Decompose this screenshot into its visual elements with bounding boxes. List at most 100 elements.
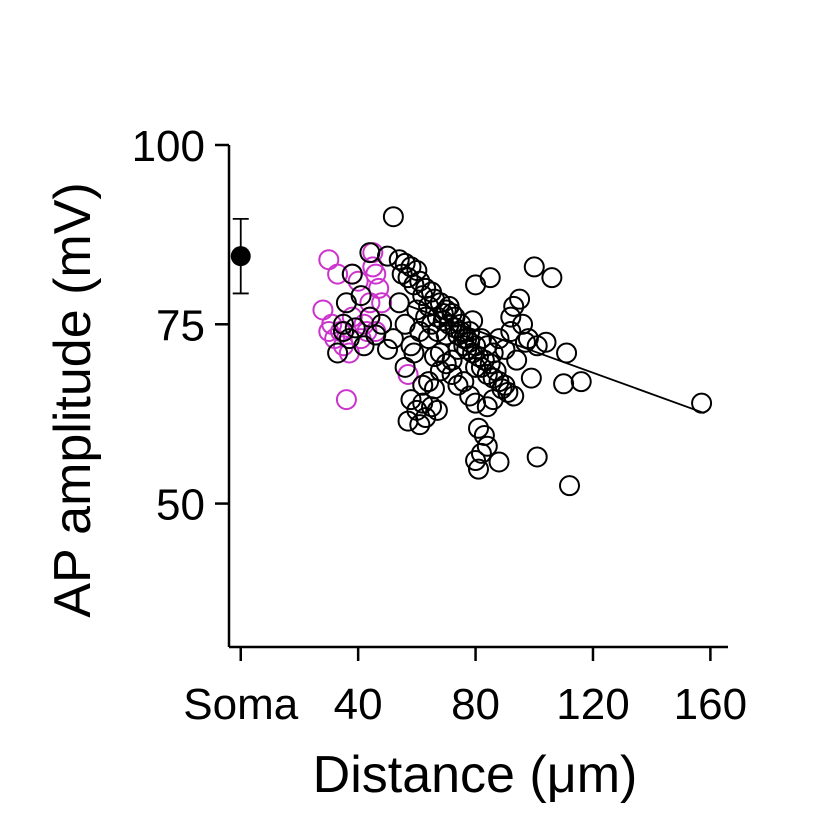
data-point: [388, 249, 410, 271]
data-point: [465, 274, 487, 296]
data-point: [435, 353, 457, 375]
x-tick-label: 160: [674, 680, 747, 729]
y-axis-title: AP amplitude (mV): [44, 182, 102, 617]
data-point: [421, 313, 443, 335]
data-point: [353, 335, 375, 357]
data-point: [409, 270, 431, 292]
data-point: [503, 295, 525, 317]
data-point: [447, 374, 469, 396]
data-point: [476, 363, 498, 385]
data-point: [470, 442, 492, 464]
data-point: [553, 373, 575, 395]
data-point: [535, 331, 557, 353]
y-tick-label: 50: [156, 481, 205, 530]
data-point: [426, 306, 448, 328]
data-point: [394, 356, 416, 378]
data-point: [335, 389, 357, 411]
data-point: [377, 338, 399, 360]
data-point: [506, 349, 528, 371]
y-ticks: 100 75 50: [132, 122, 229, 530]
data-point: [488, 328, 510, 350]
x-tick-label: Soma: [183, 680, 298, 729]
data-point: [332, 313, 354, 335]
y-tick-label: 100: [132, 122, 205, 171]
data-point: [365, 263, 387, 285]
data-point: [441, 349, 463, 371]
data-point: [482, 342, 504, 364]
data-point: [503, 385, 525, 407]
data-point: [432, 303, 454, 325]
data-point: [332, 320, 354, 342]
data-point: [523, 256, 545, 278]
x-axis-title: Distance (μm): [313, 746, 638, 804]
x-tick-label: 80: [451, 680, 500, 729]
data-point: [468, 417, 489, 439]
data-point: [470, 328, 492, 350]
data-point: [388, 292, 410, 314]
data-point: [691, 392, 713, 414]
data-point: [468, 458, 489, 480]
data-point: [482, 389, 504, 411]
data-point: [400, 389, 422, 411]
data-point: [391, 263, 413, 285]
data-point: [321, 313, 343, 335]
data-point: [500, 320, 522, 342]
data-point: [459, 385, 481, 407]
data-point: [470, 356, 492, 378]
data-point: [500, 306, 522, 328]
data-point: [476, 435, 498, 457]
data-point: [488, 451, 510, 473]
data-point: [514, 331, 536, 353]
data-point: [312, 299, 334, 321]
data-point: [479, 267, 501, 289]
x-ticks: Soma 40 80 120 160: [183, 647, 747, 729]
data-point: [520, 367, 542, 389]
data-point: [426, 399, 448, 421]
data-point: [476, 396, 498, 418]
data-point: [435, 324, 457, 346]
data-point: [397, 410, 419, 432]
data-point: [465, 356, 487, 378]
data-point: [526, 446, 548, 468]
data-point: [377, 245, 399, 267]
data-point: [409, 320, 431, 342]
data-point: [450, 313, 472, 335]
data-point: [509, 288, 531, 310]
data-point: [412, 374, 434, 396]
data-point: [465, 450, 487, 472]
soma-mean-point: [230, 246, 251, 267]
data-point: [412, 285, 434, 307]
axes: [227, 145, 728, 649]
data-point: [418, 371, 440, 393]
data-point: [382, 206, 404, 228]
data-point: [494, 338, 516, 360]
data-point: [344, 317, 366, 339]
data-point: [341, 263, 363, 285]
data-point: [394, 252, 416, 274]
data-points: [312, 206, 713, 497]
data-point: [556, 342, 578, 364]
x-tick-label: 120: [556, 680, 629, 729]
data-point: [453, 371, 475, 393]
data-point: [541, 267, 563, 289]
data-point: [327, 263, 349, 285]
data-point: [353, 313, 375, 335]
data-point: [570, 371, 592, 393]
data-point: [526, 335, 548, 357]
y-tick-label: 75: [156, 301, 205, 350]
data-point: [318, 249, 340, 271]
data-point: [558, 475, 580, 497]
data-point: [347, 270, 369, 292]
data-point: [429, 360, 451, 382]
data-point: [371, 313, 393, 335]
data-point: [382, 328, 404, 350]
data-point: [438, 295, 460, 317]
data-point: [403, 342, 425, 364]
data-point: [371, 292, 393, 314]
data-point: [397, 267, 419, 289]
data-point: [350, 285, 372, 307]
soma-marker-group: [230, 217, 251, 295]
data-point: [327, 342, 349, 364]
x-tick-label: 40: [334, 680, 383, 729]
